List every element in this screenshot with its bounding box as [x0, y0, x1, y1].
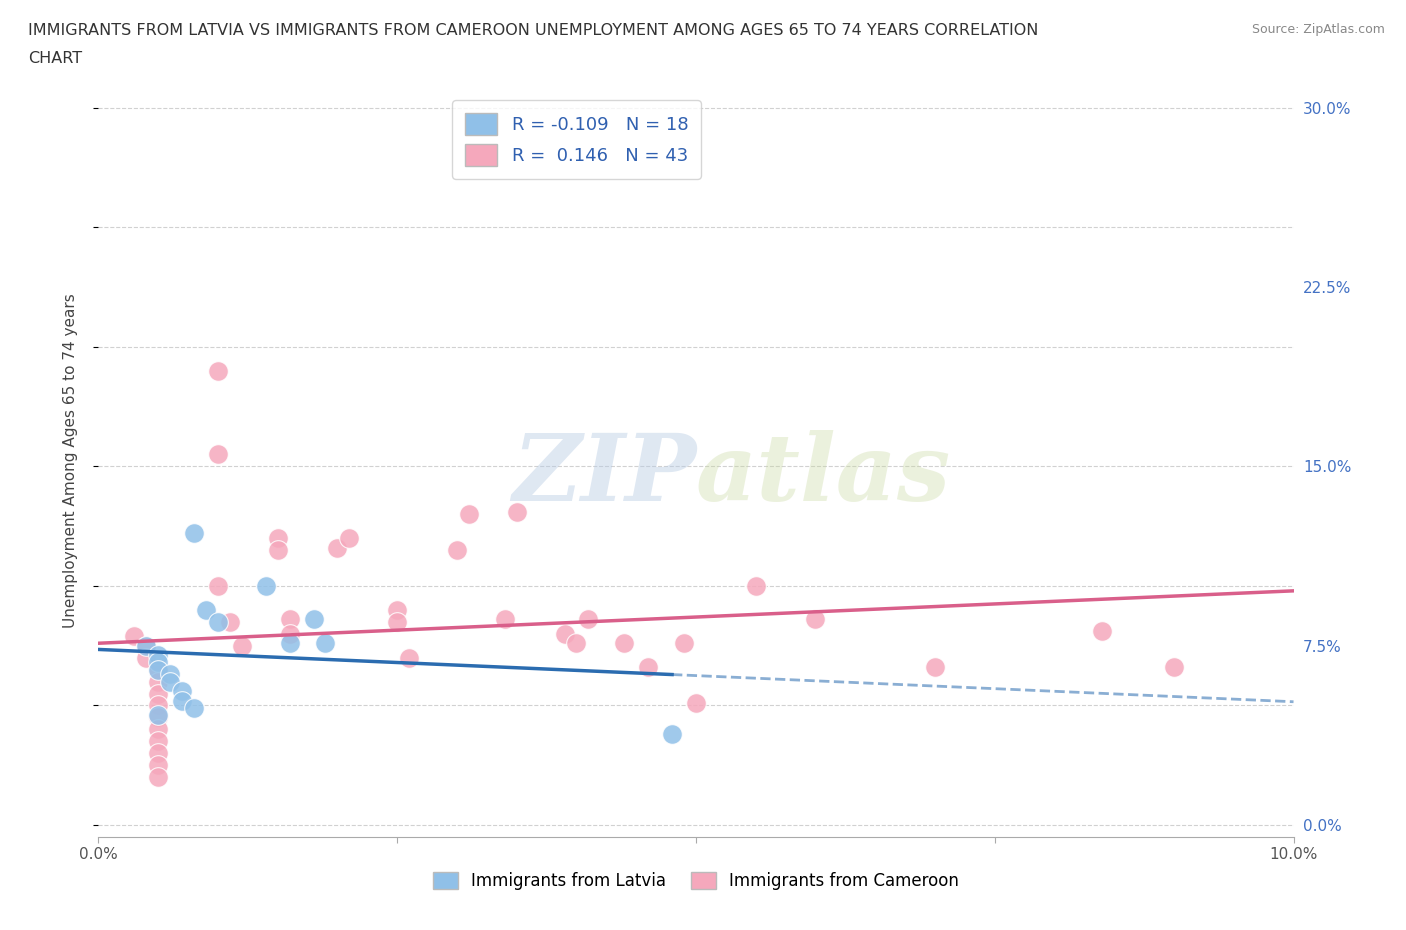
Point: [148, 746, 170, 761]
Point: [183, 525, 205, 540]
Point: [267, 531, 290, 546]
Point: [195, 603, 218, 618]
Point: [554, 626, 576, 641]
Point: [613, 636, 636, 651]
Point: [565, 636, 588, 651]
Point: [148, 674, 170, 689]
Point: [1091, 624, 1114, 639]
Point: [148, 655, 170, 670]
Point: [339, 531, 361, 546]
Point: [254, 578, 277, 593]
Point: [159, 674, 181, 689]
Point: [207, 447, 229, 462]
Y-axis label: Unemployment Among Ages 65 to 74 years: Unemployment Among Ages 65 to 74 years: [63, 293, 77, 628]
Point: [494, 612, 516, 627]
Point: [148, 722, 170, 737]
Point: [183, 700, 205, 715]
Point: [302, 612, 325, 627]
Point: [578, 612, 600, 627]
Point: [148, 698, 170, 713]
Point: [207, 364, 229, 379]
Text: atlas: atlas: [696, 431, 952, 521]
Point: [148, 708, 170, 723]
Point: [804, 612, 827, 627]
Point: [148, 710, 170, 724]
Point: [207, 578, 229, 593]
Point: [398, 650, 420, 665]
Point: [458, 507, 481, 522]
Point: [506, 504, 529, 519]
Point: [315, 636, 337, 651]
Point: [135, 650, 157, 665]
Point: [385, 603, 409, 618]
Point: [278, 612, 301, 627]
Point: [135, 638, 157, 653]
Point: [148, 770, 170, 785]
Text: Source: ZipAtlas.com: Source: ZipAtlas.com: [1251, 23, 1385, 36]
Point: [446, 542, 468, 557]
Point: [135, 638, 157, 653]
Point: [148, 686, 170, 701]
Point: [172, 693, 194, 708]
Point: [685, 696, 707, 711]
Point: [278, 636, 301, 651]
Point: [385, 615, 409, 630]
Point: [673, 636, 696, 651]
Point: [326, 540, 349, 555]
Point: [148, 648, 170, 663]
Point: [148, 758, 170, 773]
Point: [172, 684, 194, 698]
Point: [661, 726, 683, 741]
Point: [267, 542, 290, 557]
Point: [745, 578, 768, 593]
Point: [637, 659, 659, 674]
Text: ZIP: ZIP: [512, 431, 696, 521]
Point: [231, 638, 253, 653]
Legend: R = -0.109   N = 18, R =  0.146   N = 43: R = -0.109 N = 18, R = 0.146 N = 43: [453, 100, 700, 179]
Text: CHART: CHART: [28, 51, 82, 66]
Point: [924, 659, 946, 674]
Point: [1163, 659, 1185, 674]
Point: [207, 615, 229, 630]
Point: [159, 667, 181, 682]
Text: IMMIGRANTS FROM LATVIA VS IMMIGRANTS FROM CAMEROON UNEMPLOYMENT AMONG AGES 65 TO: IMMIGRANTS FROM LATVIA VS IMMIGRANTS FRO…: [28, 23, 1039, 38]
Point: [148, 734, 170, 749]
Point: [278, 626, 301, 641]
Point: [219, 615, 242, 630]
Point: [148, 662, 170, 677]
Point: [124, 629, 146, 644]
Point: [148, 662, 170, 677]
